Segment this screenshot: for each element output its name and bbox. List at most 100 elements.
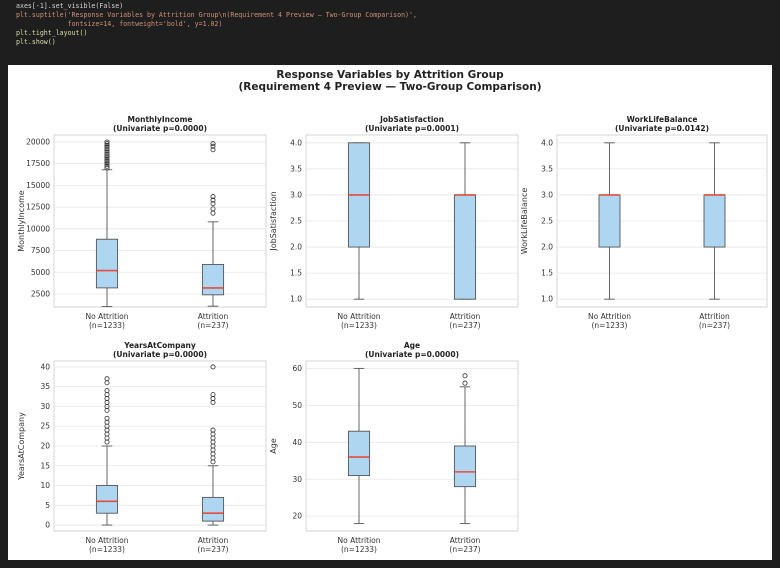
x-tick-label: No Attrition [86,536,129,545]
outlier-point [104,148,110,154]
y-tick-label: 50 [292,401,302,410]
panel-title: MonthlyIncome [128,115,193,124]
panel-subtitle: (Univariate p=0.0142) [615,124,709,133]
outlier-point [210,427,216,433]
x-tick-label: Attrition [198,536,229,545]
outlier-point [210,206,216,212]
outlier-point [104,153,110,159]
outlier-point [104,141,110,147]
outlier-point [210,147,216,153]
x-tick-label: (n=237) [449,545,480,554]
box [703,194,726,248]
outlier-point [210,143,216,149]
outlier-point [104,163,110,169]
outlier-point [104,139,110,145]
y-tick-label: 10000 [26,224,50,233]
y-tick-label: 17500 [26,159,50,168]
outlier-point [210,141,216,147]
y-tick-label: 40 [292,438,302,447]
y-axis-label: Age [269,438,278,454]
outlier-point [104,142,110,148]
box [347,430,371,477]
y-tick-label: 30 [40,402,50,411]
box [95,485,119,514]
outlier-point [104,149,110,155]
y-tick-label: 3.5 [541,164,553,173]
outlier-point [104,388,110,394]
code-line: plt.tight_layout() [16,29,88,37]
outlier-point [104,146,110,152]
y-tick-label: 2.0 [541,243,553,252]
outlier-point [210,197,216,203]
x-tick-label: Attrition [198,312,229,321]
y-tick-label: 20 [292,512,302,521]
box [598,194,621,248]
x-tick-label: No Attrition [86,312,129,321]
x-tick-label: Attrition [699,312,730,321]
code-line: plt.show() [16,38,56,46]
panel-subtitle: (Univariate p=0.0000) [113,124,207,133]
x-tick-label: No Attrition [338,536,381,545]
y-tick-label: 1.5 [541,269,553,278]
outlier-point [104,160,110,166]
outlier-point [104,155,110,161]
code-line: axes[-1].set_visible(False) [16,2,124,10]
plot-area [305,360,519,532]
outlier-point [104,156,110,162]
x-tick-label: (n=1233) [341,321,377,330]
y-tick-label: 1.0 [541,295,553,304]
panel-subtitle: (Univariate p=0.0000) [113,350,207,359]
outlier-point [104,158,110,164]
panel-title: Age [404,341,420,350]
y-tick-label: 2.5 [541,217,553,226]
x-tick-label: (n=1233) [341,545,377,554]
panel-subtitle: (Univariate p=0.0000) [365,350,459,359]
outlier-point [104,151,110,157]
code-cell[interactable]: axes[-1].set_visible(False) plt.suptitle… [0,0,780,58]
y-tick-label: 15 [40,461,50,470]
chart-panel: 1.01.52.02.53.03.54.0WorkLifeBalance(Uni… [520,115,768,330]
y-tick-label: 12500 [26,203,50,212]
y-tick-label: 1.5 [290,269,302,278]
y-tick-label: 20 [40,442,50,451]
outlier-point [104,144,110,150]
y-tick-label: 10 [40,481,50,490]
code-line: plt.suptitle('Response Variables by Attr… [16,11,417,19]
x-tick-label: (n=237) [699,321,730,330]
y-tick-label: 7500 [31,246,50,255]
y-axis-label: MonthlyIncome [17,190,26,252]
outlier-point [210,392,216,398]
x-tick-label: (n=237) [197,321,228,330]
figure: Response Variables by Attrition Group (R… [17,69,768,554]
plot-area [53,134,267,308]
x-tick-label: Attrition [450,312,481,321]
y-tick-label: 4.0 [290,138,302,147]
code-line: fontsize=14, fontweight='bold', y=1.02) [16,20,223,28]
y-tick-label: 2.0 [290,243,302,252]
figure-subtitle: (Requirement 4 Preview — Two-Group Compa… [238,81,541,93]
y-axis-label: WorkLifeBalance [520,188,529,255]
outlier-point [104,165,110,171]
chart-panel: 1.01.52.02.53.03.54.0JobSatisfaction(Uni… [269,115,519,330]
cell-output: Response Variables by Attrition Group (R… [8,65,772,560]
y-tick-label: 5 [45,501,50,510]
x-tick-label: (n=237) [449,321,480,330]
outlier-point [104,415,110,421]
chart-panel: 0510152025303540YearsAtCompany(Univariat… [17,341,267,554]
figure-title: Response Variables by Attrition Group [276,69,504,81]
y-tick-label: 0 [45,521,50,530]
y-tick-label: 20000 [26,137,50,146]
y-tick-label: 5000 [31,268,50,277]
y-tick-label: 2500 [31,289,50,298]
x-tick-label: (n=1233) [592,321,628,330]
panel-title: WorkLifeBalance [627,115,698,124]
panel-title: YearsAtCompany [123,341,196,350]
outlier-point [210,201,216,207]
y-tick-label: 1.0 [290,295,302,304]
outlier-point [210,364,216,370]
y-tick-label: 40 [40,362,50,371]
y-axis-label: YearsAtCompany [17,412,26,481]
outlier-point [462,380,468,386]
y-tick-label: 3.5 [290,164,302,173]
